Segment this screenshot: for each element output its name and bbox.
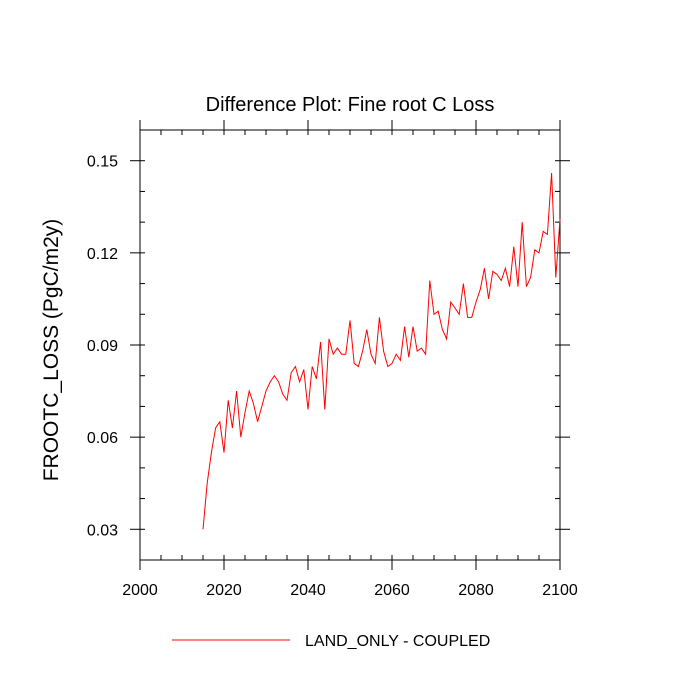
x-tick-label: 2040 [290, 582, 326, 599]
y-tick-label: 0.03 [87, 522, 118, 539]
x-tick-label: 2100 [542, 582, 578, 599]
x-tick-label: 2060 [374, 582, 410, 599]
y-axis-label: FROOTC_LOSS (PgC/m2y) [40, 219, 63, 482]
plot-frame [139, 129, 561, 561]
x-tick-label: 2000 [122, 582, 158, 599]
axes: 2000 2020 2040 2060 2080 2100 0.03 0.06 0.09 0.12… [87, 120, 578, 599]
y-tick-label: 0.15 [87, 154, 118, 171]
y-tick-label: 0.09 [87, 338, 118, 355]
legend: LAND_ONLY - COUPLED [172, 633, 490, 650]
chart-title: Difference Plot: Fine root C Loss [206, 94, 495, 116]
x-tick-label: 2020 [206, 582, 242, 599]
series-line [202, 172, 561, 530]
x-tick-label: 2080 [458, 582, 494, 599]
y-tick-label: 0.06 [87, 430, 118, 447]
legend-label: LAND_ONLY - COUPLED [305, 633, 490, 650]
series-layer [202, 172, 561, 530]
y-tick-label: 0.12 [87, 246, 118, 263]
